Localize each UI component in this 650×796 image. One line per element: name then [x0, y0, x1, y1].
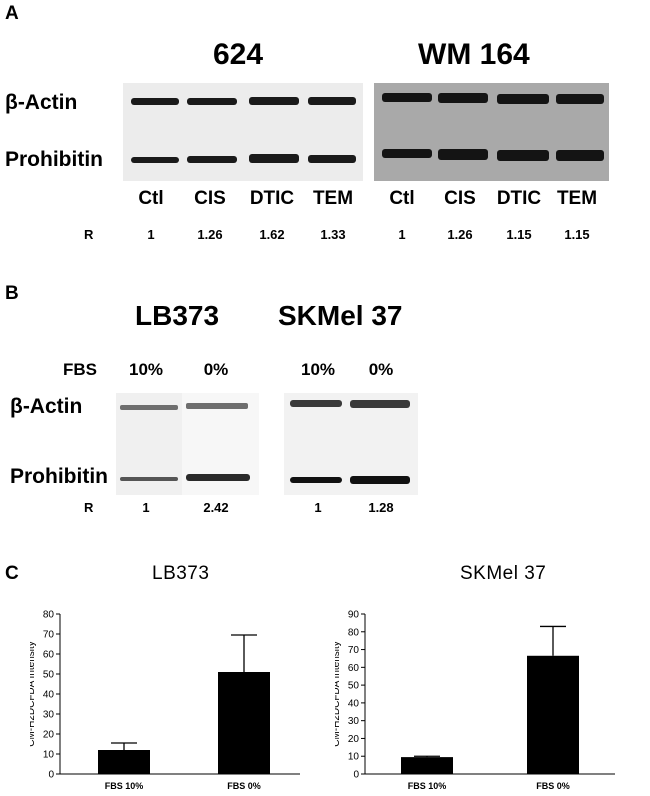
y-tick-label: 0	[353, 770, 359, 781]
blot-wm164-title: WM 164	[418, 38, 530, 71]
panel-b-r-label: R	[84, 500, 94, 515]
bar	[98, 750, 150, 774]
r-value: 1.26	[197, 227, 223, 242]
bar	[401, 757, 453, 774]
panel-a-r-label: R	[84, 227, 94, 242]
bar	[527, 655, 579, 774]
r-value: 1	[314, 500, 322, 515]
blot-lb373-title: LB373	[135, 300, 220, 331]
chart-2-title: SKMel 37	[460, 563, 547, 584]
blot-lb373-image	[116, 393, 259, 495]
y-tick-label: 30	[43, 710, 55, 721]
r-value: 1	[147, 227, 155, 242]
y-tick-label: 10	[348, 752, 360, 763]
y-tick-label: 80	[43, 610, 55, 621]
y-tick-label: 30	[348, 716, 360, 727]
y-tick-label: 0	[48, 770, 54, 781]
blot-wm164-image	[374, 83, 609, 181]
x-category-label: FBS 10%	[408, 781, 447, 791]
x-category-label: FBS 10%	[105, 781, 144, 791]
y-tick-label: 40	[43, 690, 55, 701]
lane-label: 10%	[300, 360, 336, 379]
y-tick-label: 70	[43, 630, 55, 641]
r-value: 1	[398, 227, 406, 242]
y-tick-label: 90	[348, 610, 360, 621]
blot-skmel37-image	[284, 393, 418, 495]
x-category-label: FBS 0%	[227, 781, 261, 791]
x-category-label: FBS 0%	[536, 781, 570, 791]
y-tick-label: 40	[348, 698, 360, 709]
y-tick-label: 60	[43, 650, 55, 661]
y-axis-label: CM-H2DCFDA Intensity	[30, 641, 37, 747]
chart-2-skmel37: CM-H2DCFDA Intensity 0 10 20 30 40 50 60 70 80 90 F…	[335, 610, 615, 791]
r-value: 1.15	[506, 227, 532, 242]
blot-skmel37-title: SKMel 37	[278, 300, 403, 331]
y-tick-label: 50	[43, 670, 55, 681]
blot-624-title: 624	[213, 38, 264, 71]
lane-label: CIS	[444, 188, 476, 209]
r-value: 2.42	[203, 500, 229, 515]
blot-wm164-bands	[382, 93, 604, 161]
y-tick-label: 50	[348, 681, 360, 692]
panel-b-letter: B	[5, 283, 19, 304]
lane-label: Ctl	[138, 188, 164, 209]
blot-skmel37-bands	[290, 400, 410, 484]
panel-a-prohibitin-label: Prohibitin	[5, 148, 103, 171]
y-tick-label: 20	[348, 734, 360, 745]
y-tick-label: 70	[348, 645, 360, 656]
lane-label: DTIC	[496, 188, 542, 209]
r-value: 1.26	[447, 227, 473, 242]
y-axis-label: CM-H2DCFDA Intensity	[335, 641, 342, 747]
blot-624-image	[123, 83, 363, 181]
lane-label: TEM	[556, 188, 598, 209]
blot-lb373-bands	[120, 393, 259, 495]
lane-label: Ctl	[389, 188, 415, 209]
y-tick-label: 60	[348, 663, 360, 674]
panel-a-actin-label: β-Actin	[5, 91, 78, 114]
y-tick-label: 80	[348, 627, 360, 638]
panel-a-letter: A	[5, 3, 19, 24]
r-value: 1.62	[259, 227, 285, 242]
chart-1-lb373: CM-H2DCFDA Intensity 0 10 20 30 40 50 60 70 80 FBS…	[30, 610, 300, 791]
lane-label: TEM	[312, 188, 354, 209]
bar	[218, 672, 270, 774]
r-value: 1.33	[320, 227, 346, 242]
panel-b-actin-label: β-Actin	[10, 395, 83, 418]
y-tick-label: 10	[43, 750, 55, 761]
fbs-label: FBS	[63, 360, 97, 379]
r-value: 1	[142, 500, 150, 515]
y-tick-label: 20	[43, 730, 55, 741]
lane-label: 10%	[128, 360, 164, 379]
lane-label: 0%	[203, 360, 229, 379]
panel-c-letter: C	[5, 563, 19, 584]
blot-624-bands	[131, 97, 356, 163]
chart-1-title: LB373	[152, 563, 210, 584]
r-value: 1.28	[368, 500, 394, 515]
r-value: 1.15	[564, 227, 590, 242]
panel-b-prohibitin-label: Prohibitin	[10, 465, 108, 488]
lane-label: CIS	[194, 188, 226, 209]
lane-label: DTIC	[249, 188, 295, 209]
lane-label: 0%	[368, 360, 394, 379]
